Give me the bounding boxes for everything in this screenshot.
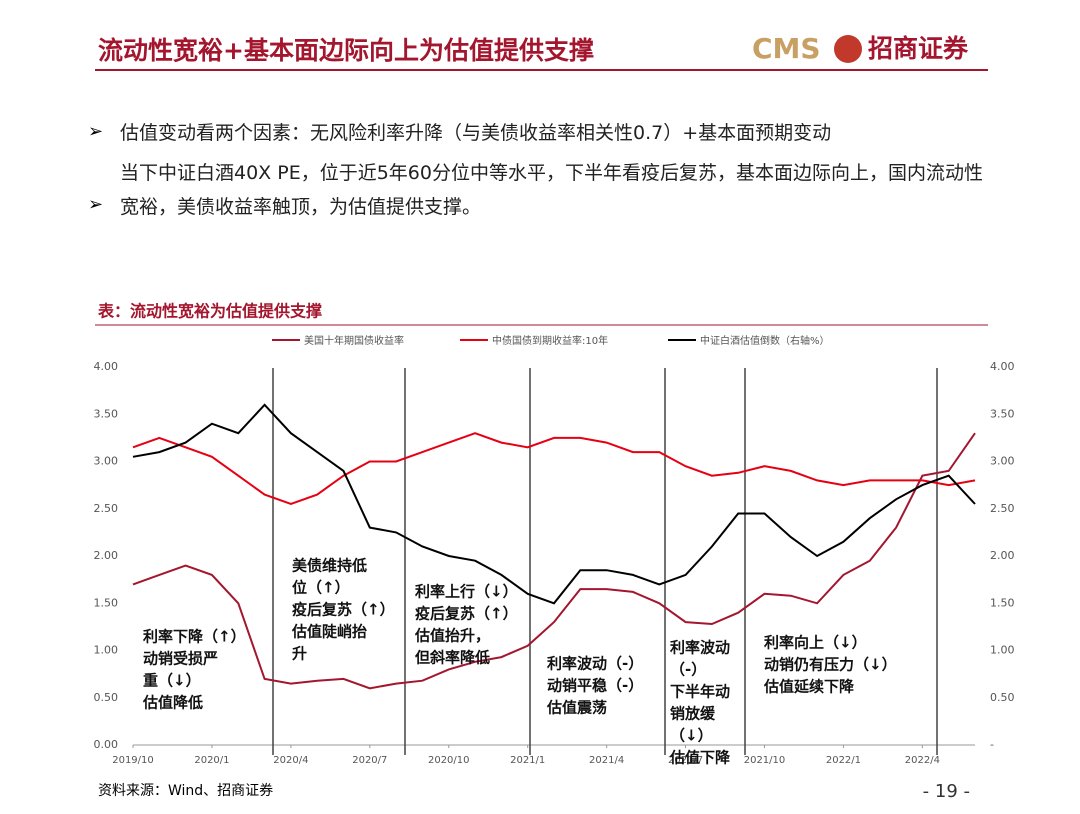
y-tick-label: 4.00 [94, 360, 119, 373]
y-tick-label: 2.00 [94, 549, 119, 562]
annotation: 升 [292, 645, 307, 663]
y2-tick-label: 4.00 [990, 360, 1015, 373]
legend-label: 美国十年期国债收益率 [304, 334, 404, 347]
bullet-icon: ➢ [88, 121, 103, 142]
x-tick-label: 2020/1 [194, 755, 229, 766]
y-tick-label: 1.00 [94, 644, 119, 657]
annotation: 动销平稳（-） [547, 677, 643, 695]
x-tick-label: 2021/1 [510, 755, 545, 766]
bullets: 估值变动看两个因素：无风险利率升降（与美债收益率相关性0.7）+基本面预期变动当… [120, 116, 985, 230]
annotation: 利率波动（-） [547, 655, 643, 673]
slide-title: 流动性宽裕+基本面边际向上为估值提供支撑 [98, 36, 594, 65]
y2-tick-label: 0.50 [990, 691, 1015, 704]
x-tick-label: 2020/7 [352, 755, 387, 766]
page-number: - 19 - [923, 781, 970, 802]
x-tick-label: 2021/4 [589, 755, 624, 766]
annotation: 估值下降 [669, 749, 731, 767]
x-tick-label: 2020/10 [428, 755, 470, 766]
annotation: 估值震荡 [546, 699, 607, 717]
annotation: 估值抬升， [414, 627, 490, 645]
x-tick-label: 2022/1 [826, 755, 861, 766]
x-tick-label: 2019/10 [112, 755, 154, 766]
annotation: 利率上行（↓） [415, 583, 518, 601]
bullet-icon: ➢ [88, 194, 103, 215]
annotation: 位（↑） [292, 579, 350, 597]
annotation: （↓） [670, 727, 713, 745]
y-tick-label: 1.50 [94, 596, 119, 609]
chart-title: 表：流动性宽裕为估值提供支撑 [97, 302, 322, 321]
x-tick-label: 2022/4 [905, 755, 940, 766]
legend-label: 中债国债到期收益率:10年 [492, 334, 608, 347]
annotation: 利率波动 [670, 639, 730, 657]
annotation: 疫后复苏（↑） [292, 601, 395, 619]
y2-tick-label: 2.00 [990, 549, 1015, 562]
annotation: （-） [670, 661, 706, 679]
x-tick-label: 2021/10 [744, 755, 786, 766]
y2-tick-label: 3.50 [990, 407, 1015, 420]
y-tick-label: 0.50 [94, 691, 119, 704]
x-tick-label: 2021/7 [668, 755, 703, 766]
y2-tick-label: 3.00 [990, 455, 1015, 468]
logo-icon [834, 35, 862, 63]
y2-tick-label: 2.50 [990, 502, 1015, 515]
annotation: 销放缓 [670, 705, 716, 723]
annotation: 估值延续下降 [763, 678, 855, 696]
y2-tick-label: 1.50 [990, 596, 1015, 609]
annotation: 利率向上（↓） [764, 634, 867, 652]
annotation: 重（↓） [143, 672, 201, 690]
y2-tick-label: - [990, 738, 994, 751]
series-line [132, 432, 976, 690]
y-tick-label: 3.00 [94, 455, 119, 468]
bullet: 估值变动看两个因素：无风险利率升降（与美债收益率相关性0.7）+基本面预期变动 [120, 122, 832, 144]
annotation: 疫后复苏（↑） [415, 605, 518, 623]
annotation: 估值陡峭抬 [291, 623, 367, 641]
y-tick-label: 0.00 [94, 738, 119, 751]
y-tick-label: 2.50 [94, 502, 119, 515]
source: 资料来源：Wind、招商证券 [98, 783, 273, 799]
logo-cn: 招商证券 [868, 34, 969, 63]
annotation: 美债维持低 [292, 557, 367, 575]
annotation: 但斜率降低 [414, 649, 490, 667]
series-line [132, 403, 976, 605]
y-tick-label: 3.50 [94, 407, 119, 420]
x-tick-label: 2020/4 [273, 755, 308, 766]
annotation: 估值降低 [142, 694, 203, 712]
annotation: 下半年动 [670, 683, 730, 701]
annotation: 动销仍有压力（↓） [764, 656, 897, 674]
y2-tick-label: 1.00 [990, 644, 1015, 657]
logo-en: CMS [752, 32, 821, 65]
annotation: 利率下降（↑） [143, 628, 246, 646]
series-line [132, 432, 976, 506]
legend-label: 中证白酒估值倒数（右轴%） [700, 334, 830, 347]
bullet: 当下中证白酒40X PE，位于近5年60分位中等水平，下半年看疫后复苏，基本面边… [120, 162, 983, 218]
annotation: 动销受损严 [143, 650, 218, 668]
